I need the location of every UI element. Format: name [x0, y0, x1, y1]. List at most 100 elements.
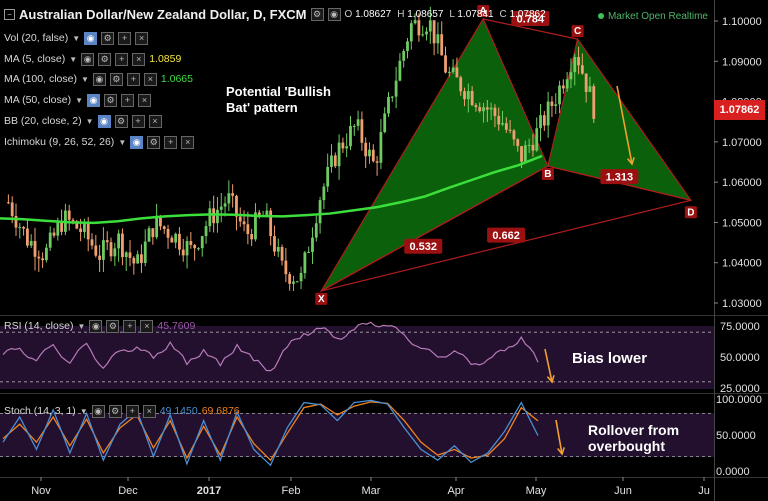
settings-icon[interactable]: ⚙: [310, 7, 324, 21]
candle-body: [432, 20, 436, 44]
add-icon[interactable]: +: [125, 404, 139, 418]
time-tick-label: 2017: [197, 485, 221, 497]
eye-icon[interactable]: ◉: [97, 114, 111, 128]
candle-body: [508, 129, 512, 131]
stoch-legend[interactable]: Stoch (14, 3, 1) ▼ ◉ ⚙ + × 49.1450 69.6876: [4, 403, 240, 419]
candle-body: [105, 240, 109, 243]
eye-icon[interactable]: ◉: [130, 135, 144, 149]
candle-body: [292, 281, 295, 284]
add-icon[interactable]: +: [115, 52, 129, 66]
stoch-k-line: [2, 399, 539, 467]
gear-icon[interactable]: ⚙: [108, 404, 122, 418]
candle-body: [577, 57, 580, 66]
chevron-down-icon[interactable]: ▼: [79, 406, 88, 416]
close-icon[interactable]: ×: [143, 72, 157, 86]
close-icon[interactable]: ×: [148, 114, 162, 128]
close-icon[interactable]: ×: [138, 93, 152, 107]
candle-body: [440, 34, 444, 56]
eye-icon[interactable]: ◉: [84, 31, 98, 45]
pattern-point-bg: [684, 206, 697, 219]
eye-icon[interactable]: ◉: [87, 93, 101, 107]
candle-body: [550, 101, 554, 106]
chevron-down-icon[interactable]: ▼: [72, 33, 81, 43]
close-icon[interactable]: ×: [132, 52, 146, 66]
eye-icon[interactable]: ◉: [327, 7, 341, 21]
eye-icon[interactable]: ◉: [81, 52, 95, 66]
candle-body: [136, 254, 140, 264]
chevron-down-icon[interactable]: ▼: [80, 74, 89, 84]
market-status-suffix: Realtime: [668, 11, 708, 22]
chevron-down-icon[interactable]: ▼: [118, 137, 127, 147]
chevron-down-icon[interactable]: ▼: [77, 321, 86, 331]
candle-body: [561, 85, 565, 89]
gear-icon[interactable]: ⚙: [104, 93, 118, 107]
gear-icon[interactable]: ⚙: [109, 72, 123, 86]
stoch-tick-label: 0.0000: [716, 466, 750, 478]
candle-body: [387, 96, 390, 114]
ratio-label-bg: [511, 11, 550, 27]
add-icon[interactable]: +: [121, 93, 135, 107]
candle-body: [337, 142, 341, 167]
candle-body: [444, 55, 447, 73]
indicator-row-ma100[interactable]: MA (100, close) ▼ ◉ ⚙ + × 1.0665: [4, 71, 193, 87]
ma5-value: 1.0859: [149, 53, 182, 65]
candle-body: [371, 149, 375, 162]
indicator-row-ichimoku[interactable]: Ichimoku (9, 26, 52, 26) ▼ ◉ ⚙ + ×: [4, 134, 195, 150]
rsi-legend[interactable]: RSI (14, close) ▼ ◉ ⚙ + × 45.7609: [4, 318, 195, 334]
chevron-down-icon[interactable]: ▼: [69, 54, 78, 64]
ohlc-readout: O 1.08627 H 1.08657 L 1.07841 C 1.07862: [344, 8, 546, 20]
candle-body: [75, 221, 79, 229]
candle-body: [269, 210, 273, 237]
candle-body: [466, 91, 470, 100]
pattern-point-bg: [571, 25, 584, 38]
add-icon[interactable]: +: [164, 135, 178, 149]
candle-body: [493, 107, 497, 117]
indicator-row-ma5[interactable]: MA (5, close) ▼ ◉ ⚙ + × 1.0859: [4, 51, 181, 67]
gear-icon[interactable]: ⚙: [106, 319, 120, 333]
eye-icon[interactable]: ◉: [92, 72, 106, 86]
indicator-row-ma50[interactable]: MA (50, close) ▼ ◉ ⚙ + ×: [4, 92, 152, 108]
indicator-row-vol[interactable]: Vol (20, false) ▼ ◉ ⚙ + ×: [4, 30, 149, 46]
eye-icon[interactable]: ◉: [91, 404, 105, 418]
close-icon[interactable]: ×: [142, 404, 156, 418]
gear-icon[interactable]: ⚙: [114, 114, 128, 128]
candle-body: [189, 241, 193, 245]
collapse-icon[interactable]: −: [4, 8, 15, 20]
rsi-tick-label: 25.0000: [720, 383, 760, 395]
add-icon[interactable]: +: [126, 72, 140, 86]
candle-body: [523, 145, 527, 162]
candle-body: [584, 73, 588, 92]
gear-icon[interactable]: ⚙: [98, 52, 112, 66]
candle-body: [242, 221, 246, 225]
candle-body: [178, 233, 181, 250]
close-icon[interactable]: ×: [140, 319, 154, 333]
candle-body: [143, 241, 147, 264]
candle-body: [67, 210, 71, 220]
chevron-down-icon[interactable]: ▼: [85, 116, 94, 126]
candle-body: [56, 222, 60, 236]
indicator-row-bb[interactable]: BB (20, close, 2) ▼ ◉ ⚙ + ×: [4, 113, 162, 129]
gear-icon[interactable]: ⚙: [147, 135, 161, 149]
close-icon[interactable]: ×: [181, 135, 195, 149]
time-tick-label: Nov: [31, 485, 51, 497]
chevron-down-icon[interactable]: ▼: [75, 95, 84, 105]
candle-body: [368, 149, 371, 157]
add-icon[interactable]: +: [123, 319, 137, 333]
candle-body: [341, 142, 345, 149]
candle-body: [573, 57, 577, 73]
candle-body: [181, 249, 185, 256]
stoch-tick-label: 100.0000: [716, 394, 762, 406]
candle-body: [162, 226, 166, 229]
market-status: Market Open Realtime: [597, 11, 708, 22]
gear-icon[interactable]: ⚙: [101, 31, 115, 45]
candle-body: [425, 31, 428, 35]
add-icon[interactable]: +: [118, 31, 132, 45]
candle-body: [512, 130, 516, 140]
candle-body: [212, 208, 216, 224]
add-icon[interactable]: +: [131, 114, 145, 128]
close-icon[interactable]: ×: [135, 31, 149, 45]
eye-icon[interactable]: ◉: [89, 319, 103, 333]
candle-body: [592, 86, 596, 119]
